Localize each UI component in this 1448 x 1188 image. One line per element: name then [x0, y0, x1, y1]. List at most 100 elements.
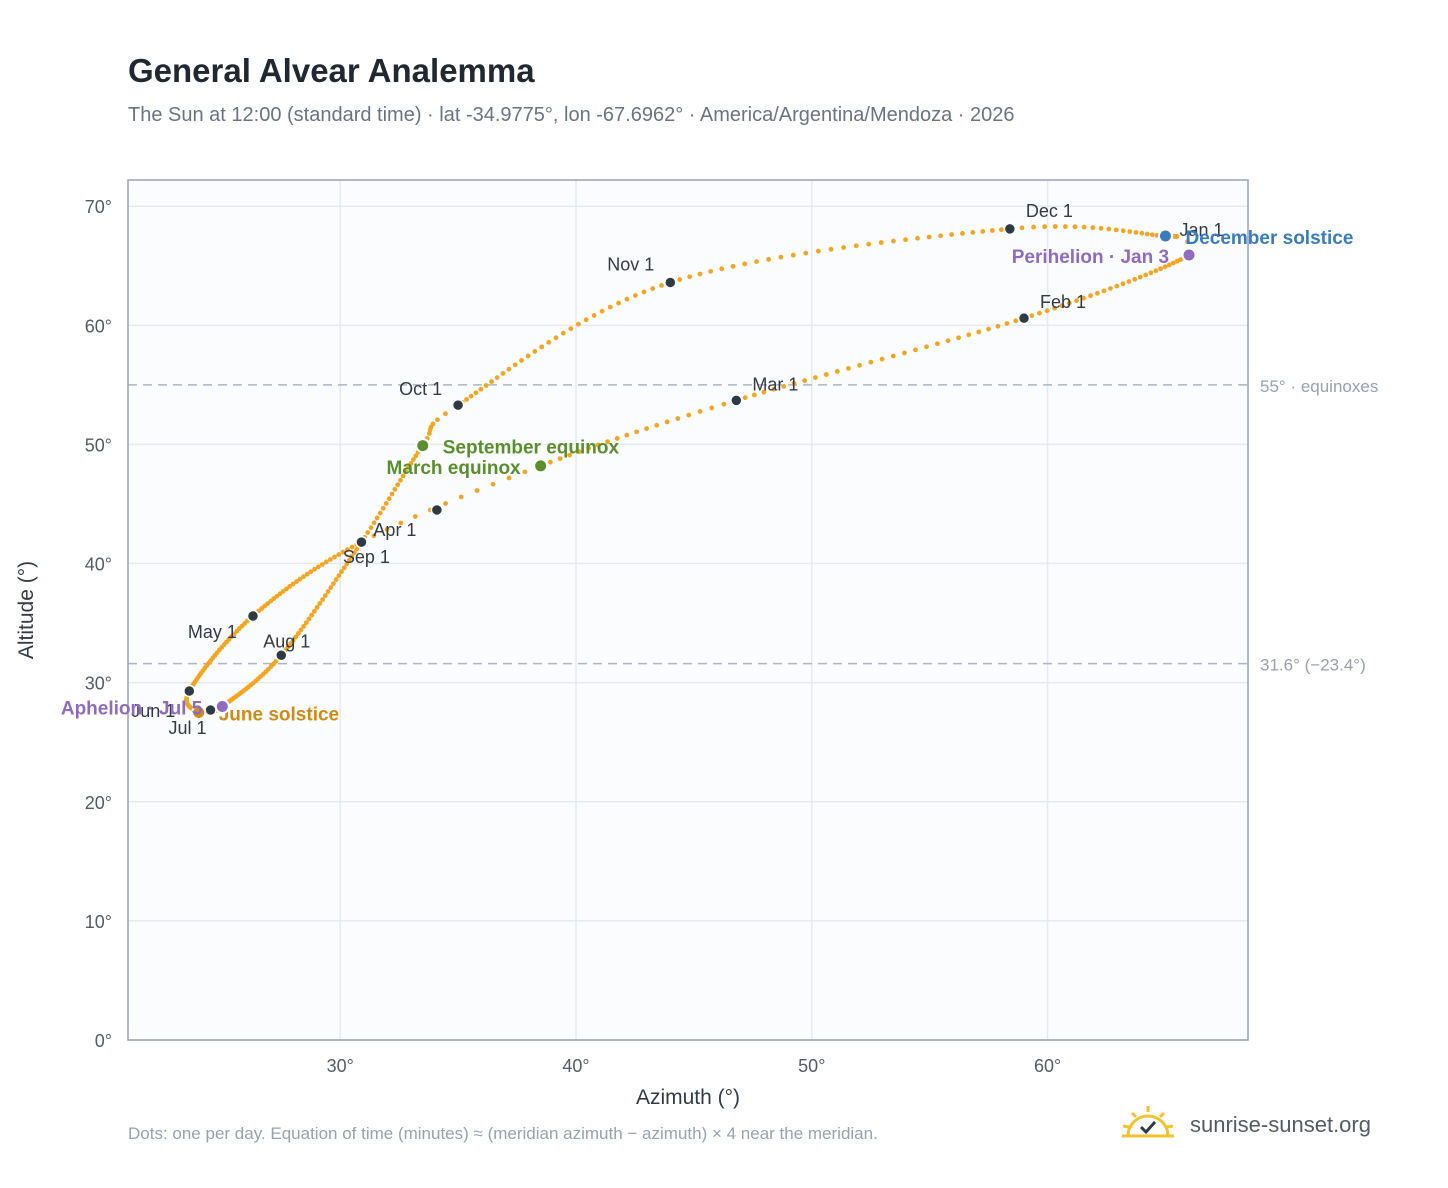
month-marker-label: Feb 1 [1040, 292, 1086, 312]
day-dot [311, 608, 317, 614]
month-marker [204, 703, 217, 717]
day-dot [306, 616, 312, 622]
event-label: June solstice [219, 704, 339, 725]
day-dot [791, 381, 797, 386]
day-dot [400, 473, 406, 479]
day-dot [938, 233, 943, 239]
day-dot [945, 338, 951, 344]
day-dot [1072, 224, 1078, 230]
day-dot [634, 429, 640, 435]
day-dot [368, 525, 374, 531]
x-axis-label: Azimuth (°) [636, 1086, 740, 1109]
reference-line-label: 55° · equinoxes [1260, 377, 1378, 396]
day-dot [1101, 288, 1107, 294]
day-dot [1066, 300, 1072, 306]
day-dot [303, 620, 309, 626]
x-tick-label: 40° [562, 1056, 589, 1076]
event-label: Aphelion · Jul 5 [61, 698, 203, 719]
day-dot [386, 496, 392, 502]
y-tick-label: 30° [85, 674, 112, 694]
day-dot [483, 383, 489, 388]
day-dot [1094, 290, 1100, 296]
month-marker [1003, 222, 1017, 236]
day-dot [708, 268, 714, 274]
day-dot [336, 552, 342, 557]
day-dot [525, 353, 531, 359]
y-tick-label: 20° [85, 793, 112, 813]
day-dot [956, 335, 961, 341]
day-dot [413, 453, 419, 459]
day-dot [841, 245, 847, 250]
day-dot [489, 379, 494, 385]
day-dot [1108, 286, 1113, 291]
day-dot [976, 329, 982, 335]
day-dot [389, 491, 395, 497]
day-dot [823, 372, 829, 377]
day-dot [742, 395, 748, 401]
day-dot [890, 353, 896, 359]
day-dot [1113, 227, 1119, 233]
day-dot [371, 533, 377, 539]
day-dot [857, 362, 863, 368]
day-dot [312, 566, 317, 572]
day-dot [317, 601, 323, 606]
day-dot [624, 296, 630, 302]
day-dot [1162, 264, 1168, 270]
day-dot [408, 461, 414, 466]
day-dot [641, 289, 647, 295]
event-marker [191, 704, 207, 720]
day-dot [297, 576, 303, 582]
day-dot [697, 271, 703, 277]
month-marker-label: Jul 1 [168, 718, 206, 738]
month-marker-label: Sep 1 [343, 547, 390, 567]
day-dot [697, 409, 703, 414]
day-dot [371, 520, 377, 526]
x-tick-label: 30° [327, 1056, 354, 1076]
day-dot [913, 347, 918, 353]
day-dot [395, 482, 401, 488]
day-dot [377, 510, 383, 516]
day-dot [560, 330, 566, 336]
month-marker-label: Aug 1 [263, 631, 310, 651]
event-marker [1181, 247, 1197, 263]
day-dot [548, 459, 553, 465]
day-dot [332, 554, 337, 560]
day-dot [522, 469, 528, 475]
day-dot [301, 574, 306, 580]
month-marker-label: May 1 [188, 622, 237, 642]
day-dot [1143, 272, 1149, 278]
day-dot [464, 396, 469, 402]
day-dot [287, 584, 293, 589]
day-dot [557, 456, 563, 462]
day-dot [934, 341, 940, 347]
day-dot [512, 362, 518, 368]
day-dot [1126, 279, 1132, 284]
day-dot [614, 435, 620, 441]
brand[interactable]: sunrise-sunset.org [1118, 1100, 1398, 1148]
day-dot [309, 612, 315, 618]
day-dot [605, 439, 610, 445]
day-dot [986, 326, 991, 332]
month-marker [430, 503, 444, 517]
month-marker [1017, 311, 1031, 325]
x-tick-label: 50° [798, 1056, 825, 1076]
event-marker [1157, 228, 1173, 244]
day-dot [567, 452, 573, 458]
day-dot [308, 569, 314, 575]
day-dot [781, 384, 787, 389]
day-dot [349, 544, 355, 550]
day-dot [607, 304, 613, 310]
day-dot [405, 465, 411, 470]
chart-title: General Alvear Analemma [128, 52, 535, 89]
day-dot [346, 557, 352, 563]
day-dot [616, 300, 621, 306]
day-dot [879, 356, 885, 362]
day-dot [468, 393, 474, 399]
day-dot [1042, 224, 1048, 230]
day-dot [650, 286, 656, 291]
day-dot [1062, 224, 1068, 229]
reference-line-label: 31.6° (−23.4°) [1260, 656, 1366, 675]
month-marker-label: Oct 1 [399, 379, 442, 399]
